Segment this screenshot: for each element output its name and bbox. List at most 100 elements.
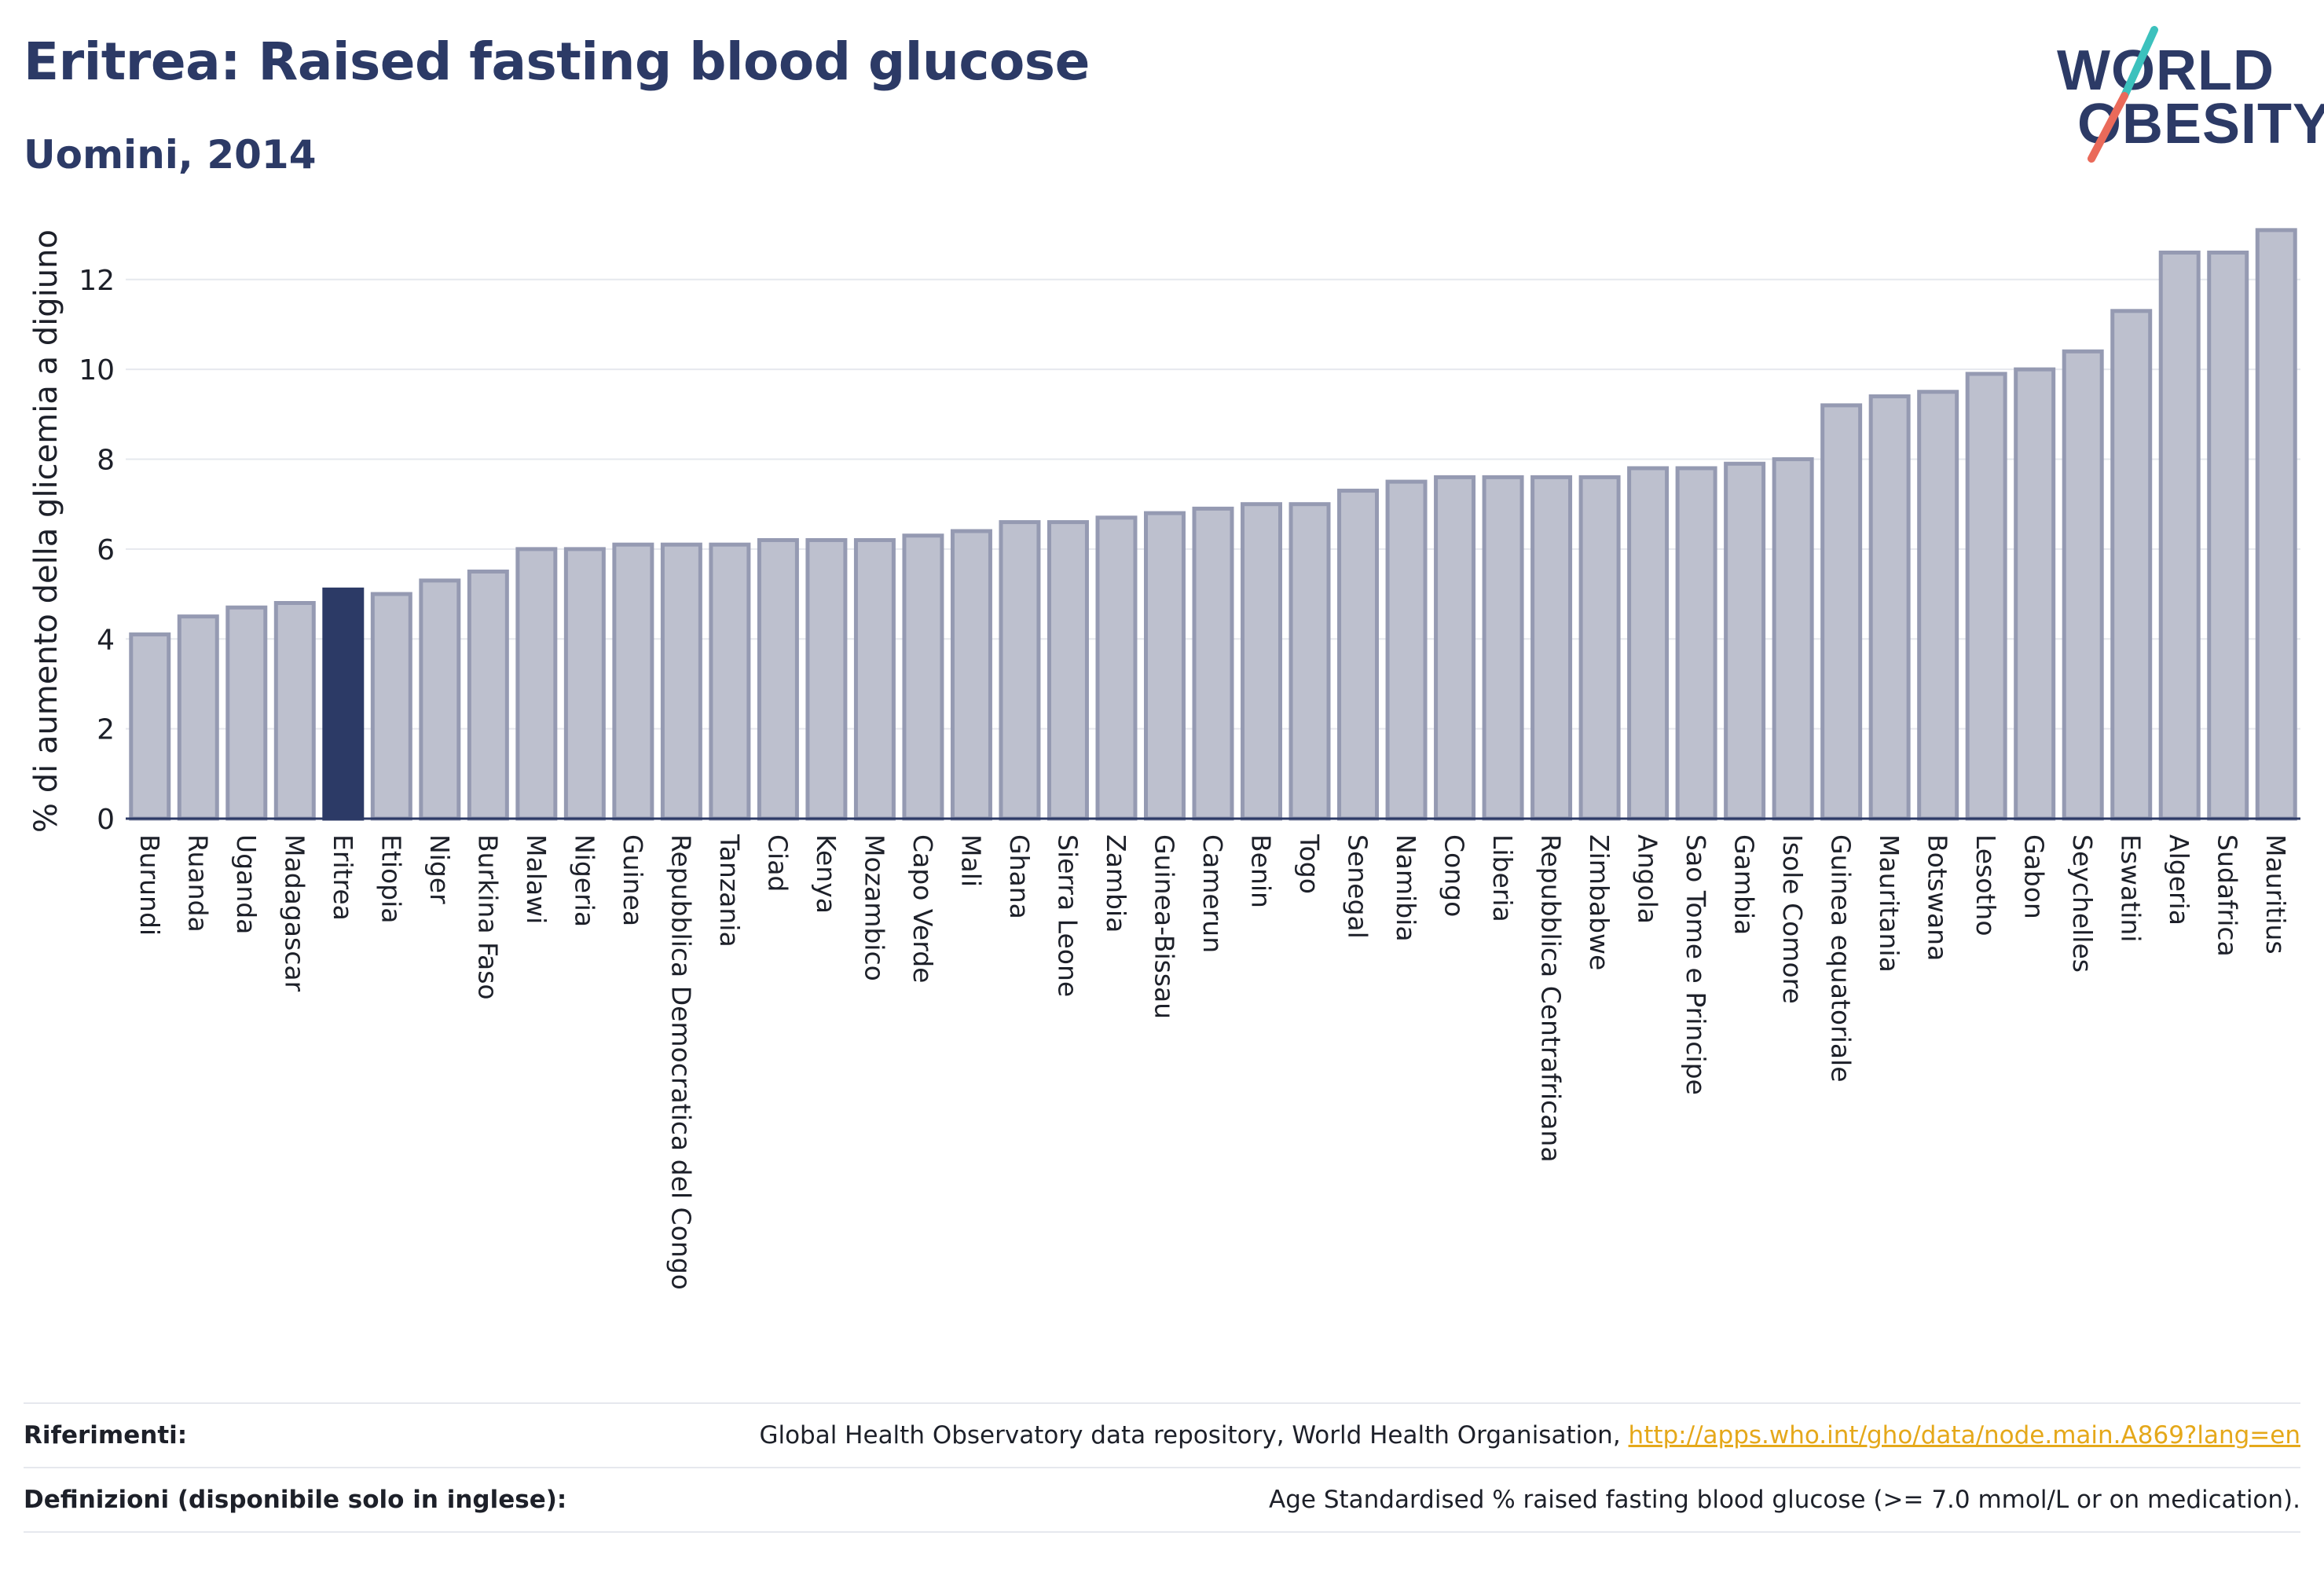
bar xyxy=(757,537,799,821)
logo-line-1: WORLD xyxy=(2057,39,2275,102)
x-tick-label: Eswatini xyxy=(2116,834,2146,942)
bar xyxy=(1385,479,1428,821)
bar xyxy=(1192,506,1234,821)
x-tick-label: Algeria xyxy=(2164,834,2194,925)
x-tick-label: Senegal xyxy=(1343,834,1373,939)
x-tick-label: Guinea-Bissau xyxy=(1149,834,1179,1019)
bar xyxy=(1143,511,1186,821)
x-tick-label: Tanzania xyxy=(714,834,745,947)
x-tick-label: Namibia xyxy=(1391,834,1421,942)
y-tick-label: 2 xyxy=(97,714,115,746)
x-tick-label: Gambia xyxy=(1729,834,1760,935)
x-tick-label: Isole Comore xyxy=(1777,834,1808,1004)
x-tick-label: Kenya xyxy=(811,834,841,914)
bar xyxy=(1820,403,1863,821)
references-row: Riferimenti: Global Health Observatory d… xyxy=(24,1404,2300,1467)
x-tick-label: Benin xyxy=(1246,834,1277,908)
x-tick-label: Sao Tome e Principe xyxy=(1681,834,1711,1095)
bar xyxy=(1675,466,1717,821)
x-tick-label: Gabon xyxy=(2019,834,2050,919)
footer-divider xyxy=(24,1402,2300,1404)
footer: Riferimenti: Global Health Observatory d… xyxy=(24,1402,2300,1533)
x-tick-label: Etiopia xyxy=(376,834,406,924)
x-tick-label: Burundi xyxy=(134,834,165,936)
bar xyxy=(999,520,1041,821)
x-tick-label: Capo Verde xyxy=(907,834,938,983)
bar xyxy=(709,542,751,821)
x-tick-label: Sudafrica xyxy=(2212,834,2243,957)
bar xyxy=(1772,457,1814,821)
bar xyxy=(2062,349,2104,821)
x-tick-label: Seychelles xyxy=(2067,834,2098,973)
bar xyxy=(563,547,606,821)
world-obesity-logo: WORLD OBESITY xyxy=(2043,24,2324,165)
bar xyxy=(950,529,992,821)
bar xyxy=(177,614,219,821)
chart-title: Eritrea: Raised fasting blood glucose xyxy=(24,31,1090,92)
x-tick-label: Camerun xyxy=(1197,834,1228,953)
references-link[interactable]: http://apps.who.int/gho/data/node.main.A… xyxy=(1628,1421,2300,1450)
bar xyxy=(273,601,316,821)
bar xyxy=(612,542,654,821)
footer-divider xyxy=(24,1467,2300,1468)
y-tick-label: 6 xyxy=(97,534,115,566)
x-tick-label: Malawi xyxy=(521,834,552,924)
x-tick-label: Botswana xyxy=(1923,834,1953,961)
x-tick-label: Ghana xyxy=(1004,834,1035,919)
bar xyxy=(1095,515,1138,821)
y-tick-label: 12 xyxy=(79,265,115,297)
x-tick-label: Mali xyxy=(955,834,986,887)
bar xyxy=(2158,250,2201,821)
bar xyxy=(2207,250,2249,821)
bar xyxy=(515,547,558,821)
x-tick-label: Mauritius xyxy=(2260,834,2291,955)
x-tick-label: Togo xyxy=(1294,834,1325,894)
bar xyxy=(2014,367,2056,821)
bar xyxy=(1965,372,2007,821)
bar xyxy=(467,569,509,821)
definitions-label: Definizioni (disponibile solo in inglese… xyxy=(24,1486,567,1514)
x-tick-label: Mauritania xyxy=(1874,834,1904,973)
bar xyxy=(902,533,944,821)
bar xyxy=(225,605,268,821)
x-tick-label: Repubblica Centrafricana xyxy=(1536,834,1567,1163)
bar xyxy=(2255,228,2297,821)
x-tick-label: Burkina Faso xyxy=(472,834,503,1000)
x-tick-label: Zambia xyxy=(1101,834,1131,933)
x-tick-label: Zimbabwe xyxy=(1584,834,1615,970)
references-label: Riferimenti: xyxy=(24,1421,188,1450)
x-tick-label: Mozambico xyxy=(859,834,889,981)
x-tick-label: Eritrea xyxy=(328,834,358,921)
bar xyxy=(1868,394,1911,821)
logo-slash-icon xyxy=(2088,26,2158,163)
x-tick-label: Ruanda xyxy=(182,834,213,933)
x-tick-label: Madagascar xyxy=(279,834,310,992)
x-tick-label: Angola xyxy=(1633,834,1663,924)
x-tick-label: Ciad xyxy=(762,834,793,892)
bar xyxy=(129,632,171,821)
bar xyxy=(805,537,848,821)
bar xyxy=(1288,502,1331,821)
y-tick-label: 0 xyxy=(97,804,115,836)
x-tick-label: Guinea xyxy=(618,834,648,926)
bar xyxy=(1047,520,1089,821)
references-text: Global Health Observatory data repositor… xyxy=(759,1421,1621,1450)
definitions-text: Age Standardised % raised fasting blood … xyxy=(1269,1486,2300,1514)
bar xyxy=(660,542,702,821)
x-tick-label: Liberia xyxy=(1487,834,1518,922)
x-tick-label: Guinea equatoriale xyxy=(1826,834,1857,1083)
x-tick-label: Repubblica Democratica del Congo xyxy=(665,834,696,1290)
bar xyxy=(2110,309,2153,821)
bar xyxy=(1434,475,1476,821)
y-tick-label: 10 xyxy=(79,354,115,387)
footer-divider xyxy=(24,1531,2300,1533)
bar xyxy=(322,587,365,821)
bar xyxy=(1724,461,1766,821)
bar-chart: 0 2 4 6 8 10 12 Burundi Ruanda Uganda Madagascar Er… xyxy=(28,228,2300,1290)
bar xyxy=(1917,390,1959,821)
x-tick-label: Sierra Leone xyxy=(1052,834,1083,997)
bar xyxy=(1337,489,1380,821)
x-tick-label: Nigeria xyxy=(569,834,599,927)
x-tick-label: Lesotho xyxy=(1970,834,2001,936)
bar xyxy=(1241,502,1283,821)
